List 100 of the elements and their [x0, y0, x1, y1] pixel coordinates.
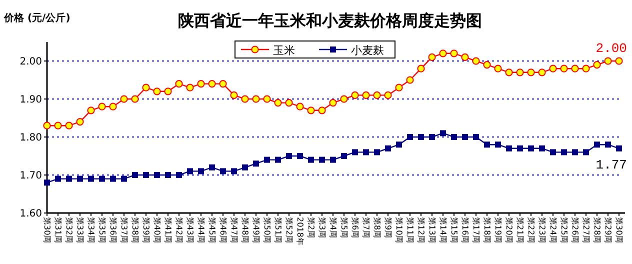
x-tick-label: 第9周	[384, 217, 392, 238]
point	[528, 145, 534, 152]
point	[121, 176, 127, 182]
point	[285, 99, 293, 107]
point	[396, 142, 402, 148]
y-axis-title: 价格 (元/公斤)	[3, 12, 70, 24]
x-tick-label: 第36周	[108, 217, 118, 244]
point	[473, 134, 479, 140]
point	[571, 64, 579, 72]
point	[407, 134, 413, 140]
point	[296, 102, 304, 110]
chart-title: 陕西省近一年玉米和小麦麸价格周度走势图	[178, 11, 482, 30]
data-label: 1.77	[596, 157, 627, 172]
point	[44, 180, 50, 186]
point	[319, 156, 325, 163]
x-tick-label: 第47周	[230, 217, 238, 244]
x-tick-label: 第41周	[164, 217, 172, 244]
x-tick-label: 第44周	[196, 217, 206, 244]
point	[582, 64, 590, 72]
point	[539, 145, 545, 152]
point	[418, 134, 424, 140]
point	[550, 149, 556, 156]
x-tick-label: 第22周	[526, 217, 536, 244]
point	[286, 153, 292, 159]
y-tick-label: 1.90	[20, 94, 42, 106]
point	[329, 99, 337, 107]
x-tick-label: 第4周	[328, 217, 338, 238]
x-tick-label: 第52周	[284, 217, 294, 244]
x-tick-label: 第51周	[274, 217, 282, 244]
y-tick-label: 1.80	[20, 132, 42, 144]
x-tick-label: 第3周	[318, 217, 326, 238]
x-tick-label: 第14周	[438, 217, 448, 244]
point	[175, 80, 183, 88]
point	[88, 176, 94, 182]
point	[538, 68, 546, 76]
point	[153, 88, 161, 96]
point	[165, 172, 171, 178]
point	[242, 164, 248, 170]
x-tick-label: 第40周	[152, 217, 162, 244]
point	[527, 68, 535, 76]
point	[252, 95, 260, 103]
point	[440, 130, 446, 136]
point	[66, 176, 72, 182]
x-tick-label: 第18周	[482, 217, 492, 244]
x-tick-label: 第42周	[174, 217, 184, 244]
point	[208, 80, 216, 88]
point	[450, 50, 458, 58]
point	[406, 76, 414, 84]
point	[395, 84, 403, 92]
point	[55, 176, 61, 182]
point	[439, 50, 447, 58]
point	[330, 156, 336, 163]
point	[209, 164, 215, 170]
x-tick-label: 第27周	[582, 217, 590, 244]
x-tick-label: 第19周	[494, 217, 502, 244]
x-tick-label: 第29周	[604, 217, 612, 244]
point	[549, 64, 557, 72]
point	[374, 149, 380, 156]
point	[120, 95, 128, 103]
x-tick-label: 第39周	[142, 217, 150, 244]
point	[363, 149, 369, 156]
x-tick-label: 第12周	[416, 217, 426, 244]
point	[429, 134, 435, 140]
point	[264, 156, 270, 163]
y-tick-label: 2.00	[20, 56, 42, 68]
point	[561, 149, 567, 156]
point	[132, 172, 138, 178]
x-tick-label: 第13周	[428, 217, 436, 244]
x-tick-label: 第6周	[350, 217, 360, 238]
point	[76, 118, 84, 126]
x-tick-label: 2018年	[296, 217, 304, 246]
x-tick-label: 第28周	[592, 217, 602, 244]
x-tick-label: 第10周	[394, 217, 404, 244]
point	[43, 122, 51, 130]
point	[384, 91, 392, 99]
point	[352, 149, 358, 156]
point	[560, 64, 568, 72]
point	[362, 91, 370, 99]
point	[451, 134, 457, 140]
x-tick-label: 第15周	[450, 217, 458, 244]
x-tick-label: 第7周	[362, 217, 370, 238]
point	[308, 156, 314, 163]
point	[98, 102, 106, 110]
point	[220, 168, 226, 174]
point	[198, 168, 204, 174]
point	[307, 106, 315, 114]
x-tick-label: 第37周	[120, 217, 128, 244]
point	[109, 102, 117, 110]
point	[594, 142, 600, 148]
point	[110, 176, 116, 182]
x-tick-label: 第49周	[252, 217, 260, 244]
x-tick-label: 第43周	[186, 217, 194, 244]
point	[318, 106, 326, 114]
point	[219, 80, 227, 88]
x-tick-label: 第20周	[504, 217, 514, 244]
point	[604, 57, 612, 65]
x-tick-label: 第32周	[64, 217, 74, 244]
x-tick-label: 第35周	[98, 217, 106, 244]
point	[241, 95, 249, 103]
point	[516, 68, 524, 76]
